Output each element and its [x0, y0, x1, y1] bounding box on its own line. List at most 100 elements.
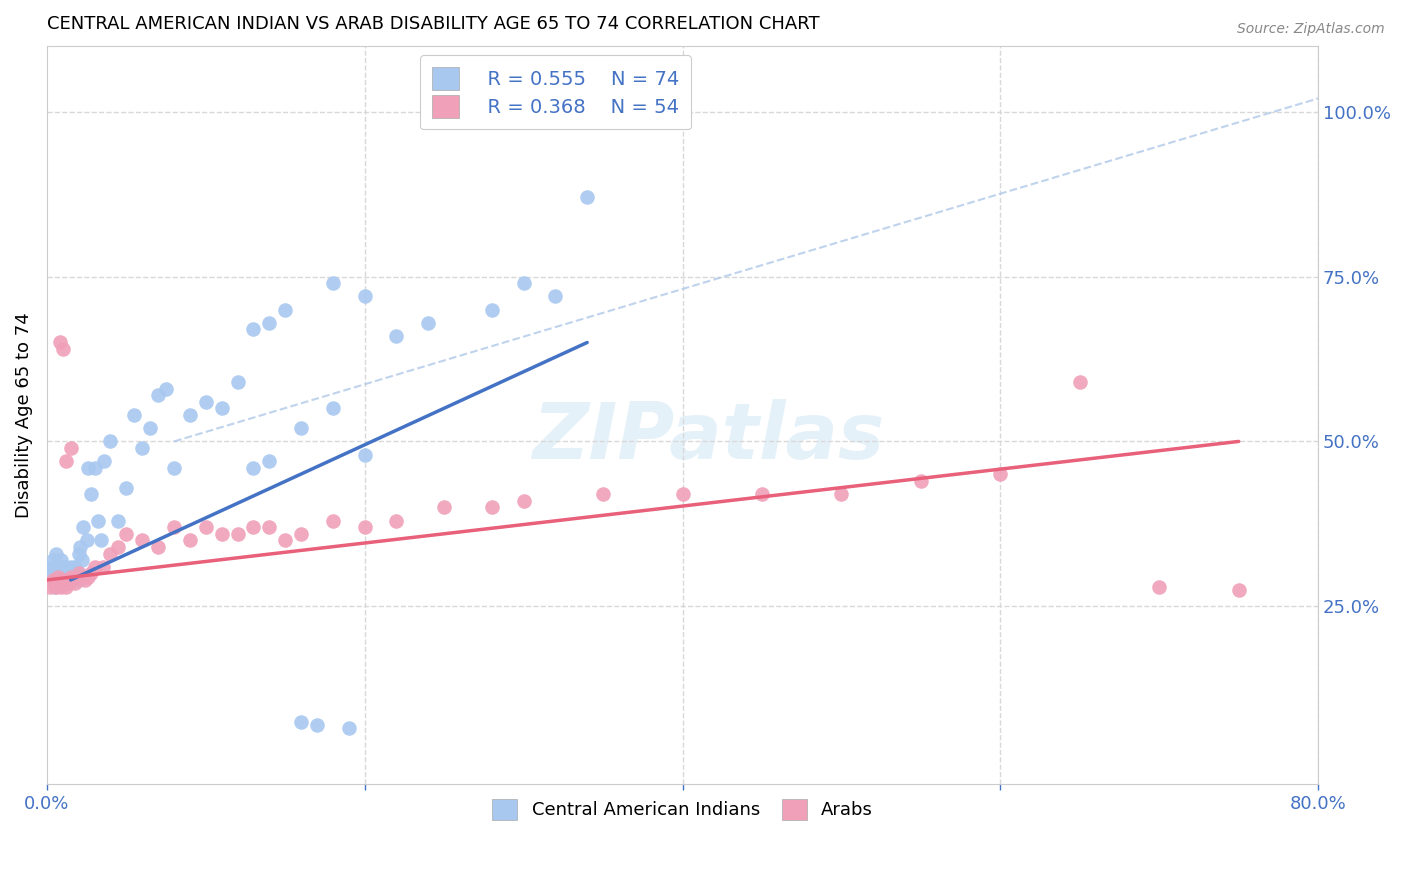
Point — [242, 460, 264, 475]
Point — [433, 500, 456, 515]
Point — [58, 576, 80, 591]
Point — [59, 441, 82, 455]
Point — [242, 520, 264, 534]
Point — [70, 553, 93, 567]
Point — [353, 520, 375, 534]
Point — [830, 487, 852, 501]
Text: Source: ZipAtlas.com: Source: ZipAtlas.com — [1237, 22, 1385, 37]
Point — [73, 573, 96, 587]
Point — [56, 563, 79, 577]
Point — [194, 520, 217, 534]
Point — [226, 526, 249, 541]
Point — [1069, 375, 1091, 389]
Point — [139, 421, 162, 435]
Point — [48, 576, 70, 591]
Point — [418, 316, 440, 330]
Point — [353, 448, 375, 462]
Point — [42, 553, 65, 567]
Point — [576, 190, 599, 204]
Point — [322, 401, 344, 416]
Point — [69, 540, 91, 554]
Point — [124, 408, 146, 422]
Point — [41, 559, 63, 574]
Point — [131, 533, 153, 548]
Text: ZIPatlas: ZIPatlas — [531, 400, 884, 475]
Point — [44, 580, 66, 594]
Point — [353, 289, 375, 303]
Point — [48, 559, 70, 574]
Point — [51, 566, 73, 581]
Point — [72, 520, 94, 534]
Point — [80, 566, 103, 581]
Point — [45, 559, 67, 574]
Point — [52, 569, 75, 583]
Y-axis label: Disability Age 65 to 74: Disability Age 65 to 74 — [15, 312, 32, 518]
Point — [259, 316, 281, 330]
Point — [155, 382, 177, 396]
Point — [70, 569, 93, 583]
Point — [592, 487, 614, 501]
Point — [226, 375, 249, 389]
Point — [52, 559, 75, 574]
Point — [1147, 580, 1170, 594]
Point — [76, 533, 98, 548]
Point — [39, 580, 62, 594]
Point — [52, 342, 75, 356]
Point — [45, 580, 67, 594]
Point — [512, 276, 534, 290]
Point — [211, 526, 233, 541]
Point — [67, 566, 90, 581]
Point — [60, 563, 83, 577]
Text: CENTRAL AMERICAN INDIAN VS ARAB DISABILITY AGE 65 TO 74 CORRELATION CHART: CENTRAL AMERICAN INDIAN VS ARAB DISABILI… — [46, 15, 820, 33]
Point — [385, 514, 408, 528]
Point — [51, 580, 73, 594]
Point — [544, 289, 567, 303]
Point — [52, 573, 75, 587]
Point — [39, 566, 62, 581]
Point — [58, 566, 80, 581]
Point — [100, 547, 122, 561]
Point — [56, 573, 79, 587]
Point — [55, 454, 77, 468]
Point — [115, 526, 138, 541]
Point — [66, 566, 89, 581]
Point — [107, 514, 129, 528]
Point — [60, 573, 83, 587]
Point — [55, 569, 77, 583]
Point — [337, 722, 360, 736]
Point — [53, 573, 76, 587]
Point — [179, 533, 201, 548]
Point — [77, 569, 100, 583]
Point — [481, 302, 503, 317]
Point — [59, 569, 82, 583]
Point — [194, 395, 217, 409]
Point — [44, 566, 66, 581]
Point — [481, 500, 503, 515]
Point — [60, 573, 83, 587]
Point — [90, 533, 112, 548]
Point — [65, 559, 87, 574]
Point — [58, 576, 80, 591]
Point — [48, 566, 70, 581]
Point — [83, 559, 105, 574]
Point — [45, 547, 67, 561]
Point — [163, 460, 186, 475]
Point — [259, 520, 281, 534]
Point — [259, 454, 281, 468]
Point — [988, 467, 1011, 482]
Point — [671, 487, 693, 501]
Point — [67, 573, 90, 587]
Point — [93, 454, 115, 468]
Point — [305, 718, 328, 732]
Point — [290, 526, 312, 541]
Point — [65, 576, 87, 591]
Point — [87, 514, 110, 528]
Point — [242, 322, 264, 336]
Point — [55, 559, 77, 574]
Point — [179, 408, 201, 422]
Point — [55, 580, 77, 594]
Point — [322, 514, 344, 528]
Point — [59, 569, 82, 583]
Point — [512, 493, 534, 508]
Point — [53, 576, 76, 591]
